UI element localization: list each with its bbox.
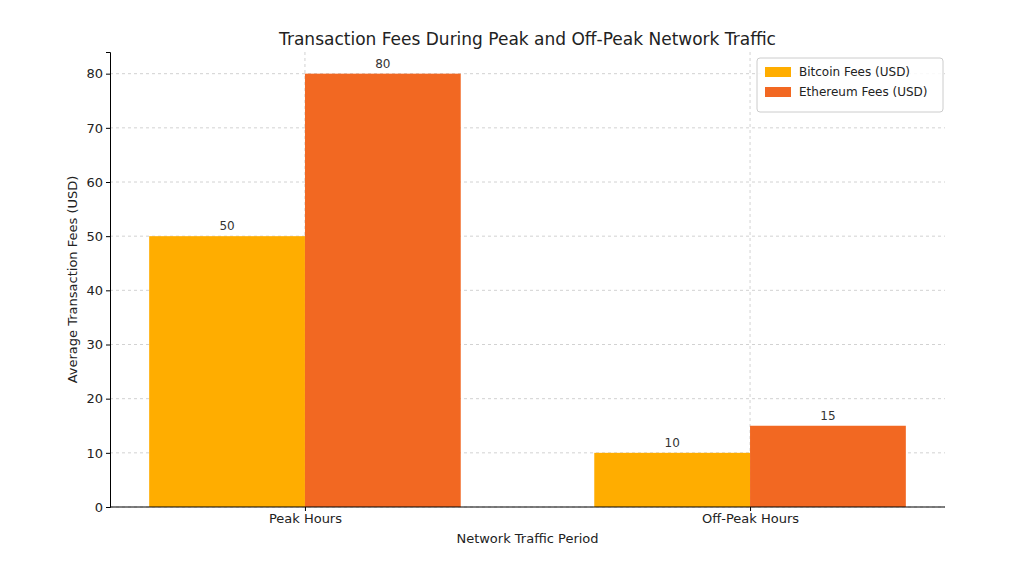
x-tick: Off-Peak Hours	[702, 507, 799, 526]
bar	[750, 426, 906, 507]
y-tick-label: 70	[86, 120, 103, 135]
data-label: 50	[219, 219, 234, 233]
legend-swatch	[765, 67, 791, 77]
y-tick-mark	[106, 182, 110, 183]
y-tick: 20	[86, 391, 110, 406]
y-tick-label: 40	[86, 283, 103, 298]
y-tick-mark	[106, 345, 110, 346]
x-tick-label: Off-Peak Hours	[702, 511, 799, 526]
x-axis: Peak Hours Off-Peak Hours	[110, 507, 945, 526]
y-tick-mark	[106, 236, 110, 237]
y-tick-label: 50	[86, 229, 103, 244]
y-tick: 40	[86, 283, 110, 298]
legend: Bitcoin Fees (USD) Ethereum Fees (USD)	[757, 58, 943, 112]
y-tick: 60	[86, 175, 110, 190]
y-tick-label: 20	[86, 391, 103, 406]
y-axis: 0 10 20 30 40 50 60 70 80	[86, 53, 110, 515]
title: Transaction Fees During Peak and Off-Pea…	[278, 29, 776, 49]
y-tick-mark	[106, 507, 110, 508]
y-axis-line	[106, 53, 111, 508]
y-tick-label: 10	[86, 445, 103, 460]
grid-line	[110, 182, 945, 183]
y-axis-title: Average Transaction Fees (USD)	[65, 176, 80, 384]
data-labels: 50 10 80 15	[219, 57, 835, 450]
grid-line	[110, 507, 945, 508]
y-tick-mark	[106, 290, 110, 291]
grid	[110, 52, 945, 507]
bar	[149, 236, 305, 507]
x-axis-line	[110, 507, 945, 508]
data-label: 15	[820, 409, 835, 423]
legend-label: Bitcoin Fees (USD)	[799, 65, 910, 79]
legend-swatch	[765, 87, 791, 97]
data-label: 10	[665, 436, 680, 450]
x-axis-title: Network Traffic Period	[456, 531, 598, 546]
legend-label: Ethereum Fees (USD)	[799, 85, 928, 99]
y-tick-label: 80	[86, 66, 103, 81]
chart: 5010801501020304050607080Peak HoursOff-P…	[0, 0, 1024, 576]
y-tick: 0	[95, 500, 110, 515]
bars	[149, 74, 906, 507]
y-tick-mark	[106, 399, 110, 400]
y-tick: 10	[86, 445, 110, 460]
data-label: 80	[375, 57, 390, 71]
legend-box	[757, 58, 943, 112]
y-tick-label: 0	[95, 500, 103, 515]
y-tick-mark	[106, 74, 110, 75]
y-tick: 50	[86, 229, 110, 244]
grid-line	[110, 127, 945, 128]
x-tick: Peak Hours	[269, 507, 342, 526]
y-tick: 80	[86, 66, 110, 81]
y-tick-mark	[106, 128, 110, 129]
bar	[305, 74, 461, 507]
y-tick: 30	[86, 337, 110, 352]
y-tick-mark	[106, 453, 110, 454]
y-tick: 70	[86, 120, 110, 135]
bar	[594, 453, 750, 507]
y-tick-label: 30	[86, 337, 103, 352]
x-tick-label: Peak Hours	[269, 511, 342, 526]
y-tick-label: 60	[86, 175, 103, 190]
